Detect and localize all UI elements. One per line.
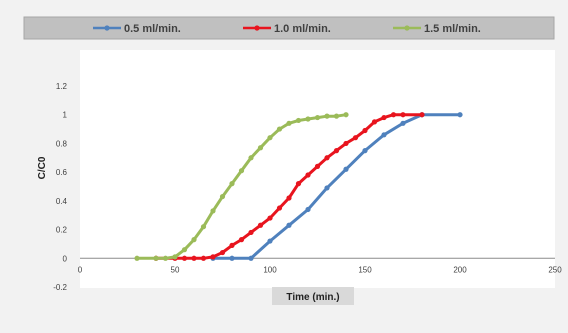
data-point xyxy=(248,155,254,161)
data-point xyxy=(191,237,197,243)
data-point xyxy=(352,135,359,141)
data-point xyxy=(324,185,330,191)
legend-marker xyxy=(104,25,110,31)
data-point xyxy=(248,255,254,261)
data-point xyxy=(343,140,349,147)
x-axis-label: Time (min.) xyxy=(286,292,339,303)
data-point xyxy=(219,249,226,256)
series-lines xyxy=(134,112,463,261)
x-tick-label: 0 xyxy=(78,265,83,274)
data-point xyxy=(343,112,349,118)
x-tick-label: 150 xyxy=(358,265,372,274)
legend-marker xyxy=(404,25,410,31)
x-tick-label: 250 xyxy=(548,265,562,274)
data-point xyxy=(295,181,302,187)
y-axis-label: C/C0 xyxy=(37,156,48,179)
data-point xyxy=(362,148,368,154)
data-point xyxy=(238,237,245,243)
legend-label: 0.5 ml/min. xyxy=(124,23,181,35)
series-line xyxy=(135,113,348,260)
data-point xyxy=(305,172,311,178)
data-point xyxy=(153,255,159,261)
data-point xyxy=(172,254,178,260)
y-tick-label: 0.2 xyxy=(56,226,68,235)
data-point xyxy=(229,255,235,261)
data-point xyxy=(314,114,321,121)
data-point xyxy=(276,205,283,211)
legend-bar xyxy=(23,16,555,40)
x-tick-label: 100 xyxy=(263,265,277,274)
data-point xyxy=(134,255,140,261)
data-point xyxy=(181,247,188,253)
series-3 xyxy=(134,112,349,261)
y-tick-label: -0.2 xyxy=(53,283,67,292)
data-point xyxy=(390,112,397,118)
x-axis-label-box xyxy=(272,287,354,305)
data-point xyxy=(305,206,311,213)
data-point xyxy=(267,215,273,221)
data-point xyxy=(238,168,245,174)
data-point xyxy=(333,113,340,119)
data-point xyxy=(191,255,197,261)
data-point xyxy=(219,193,226,200)
data-point xyxy=(286,222,292,228)
data-point xyxy=(305,116,311,122)
data-point xyxy=(181,255,188,261)
data-point xyxy=(324,113,330,119)
data-point xyxy=(324,155,330,161)
data-point xyxy=(276,126,283,132)
data-point xyxy=(210,254,216,260)
data-point xyxy=(286,120,292,126)
data-point xyxy=(295,117,302,124)
data-point xyxy=(210,208,216,214)
data-point xyxy=(267,238,273,244)
y-tick-label: 1 xyxy=(63,111,68,120)
y-tick-label: 0 xyxy=(63,254,68,263)
y-tick-label: 1.2 xyxy=(56,82,68,91)
y-tick-labels: -0.2 0 0.2 0.4 0.6 0.8 1 1.2 xyxy=(53,82,67,292)
data-point xyxy=(400,112,406,118)
data-point xyxy=(333,148,340,154)
legend: 0.5 ml/min. 1.0 ml/min. 1.5 ml/min. xyxy=(93,23,481,35)
data-point xyxy=(362,127,368,134)
data-point xyxy=(314,163,321,169)
data-point xyxy=(200,255,207,261)
x-tick-label: 50 xyxy=(171,265,180,274)
data-point xyxy=(419,112,425,118)
legend-label: 1.5 ml/min. xyxy=(424,23,481,35)
data-point xyxy=(381,114,387,121)
data-point xyxy=(229,242,235,248)
x-tick-label: 200 xyxy=(453,265,467,274)
data-point xyxy=(381,132,387,138)
legend-marker xyxy=(254,25,260,31)
data-point xyxy=(162,255,169,261)
data-point xyxy=(343,166,349,172)
data-point xyxy=(457,112,463,118)
data-point xyxy=(371,119,378,125)
y-tick-label: 0.6 xyxy=(56,168,68,177)
data-point xyxy=(229,181,235,187)
data-point xyxy=(248,229,254,236)
data-point xyxy=(200,224,207,230)
legend-label: 1.0 ml/min. xyxy=(274,23,331,35)
data-point xyxy=(267,135,273,141)
data-point xyxy=(257,222,264,228)
y-tick-label: 0.4 xyxy=(56,197,68,206)
y-tick-label: 0.8 xyxy=(56,139,68,148)
y-axis-label-group: C/C0 xyxy=(37,156,48,179)
x-tick-labels: 0 50 100 150 200 250 xyxy=(78,265,562,274)
data-point xyxy=(400,120,406,126)
data-point xyxy=(286,195,292,201)
plot-area xyxy=(80,50,555,288)
data-point xyxy=(257,145,264,151)
